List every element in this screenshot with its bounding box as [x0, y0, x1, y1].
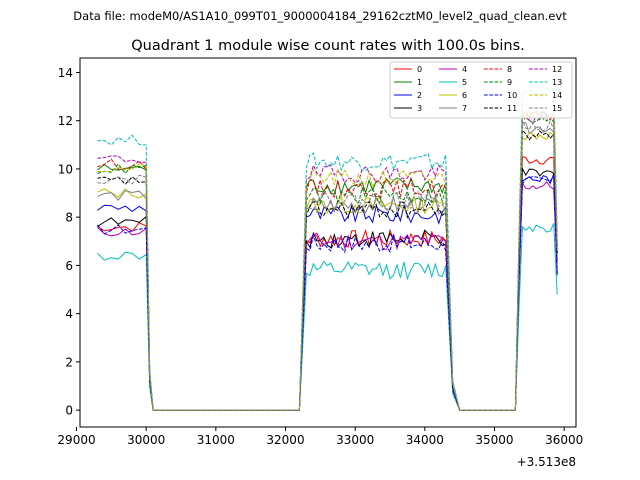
x-tick-label: 31000	[197, 433, 235, 447]
y-tick-label: 10	[58, 162, 73, 176]
legend-label-8: 8	[507, 65, 512, 74]
legend-label-4: 4	[462, 65, 467, 74]
legend-label-3: 3	[417, 104, 422, 113]
legend-label-1: 1	[417, 78, 422, 87]
axes-frame	[79, 57, 577, 428]
series-layer	[97, 86, 558, 411]
legend-label-0: 0	[417, 65, 422, 74]
legend-label-11: 11	[507, 104, 517, 113]
x-tick-label: 35000	[475, 433, 513, 447]
x-tick-label: 29000	[57, 433, 95, 447]
x-tick-label: 36000	[545, 433, 583, 447]
legend-label-15: 15	[552, 104, 562, 113]
legend-frame	[389, 61, 573, 119]
y-tick-label: 14	[58, 66, 73, 80]
y-tick-label: 8	[65, 211, 73, 225]
legend-label-2: 2	[417, 91, 422, 100]
y-tick-label: 0	[65, 404, 73, 418]
y-tick-label: 6	[65, 259, 73, 273]
legend-label-13: 13	[552, 78, 562, 87]
y-axis: 0 2 4 6 8 10 12 14	[58, 66, 80, 418]
legend-label-12: 12	[552, 65, 562, 74]
x-axis: 29000 30000 31000 32000 33000 34000 35000 36000	[57, 427, 583, 447]
suptitle-data-file: Data file: modeM0/AS1A10_099T01_90000041…	[73, 9, 567, 23]
x-tick-label: 34000	[406, 433, 444, 447]
legend-label-9: 9	[507, 78, 512, 87]
x-tick-label: 30000	[127, 433, 165, 447]
x-offset-label: +3.513e8	[517, 455, 576, 469]
series-line-15	[97, 119, 558, 411]
y-tick-label: 2	[65, 355, 73, 369]
legend-label-10: 10	[507, 91, 517, 100]
legend-label-7: 7	[462, 104, 467, 113]
legend-label-14: 14	[552, 91, 562, 100]
y-tick-label: 4	[65, 307, 73, 321]
y-tick-label: 12	[58, 114, 73, 128]
legend-label-5: 5	[462, 78, 467, 87]
x-tick-label: 33000	[336, 433, 374, 447]
x-tick-label: 32000	[266, 433, 304, 447]
chart-title: Quadrant 1 module wise count rates with …	[131, 38, 525, 54]
legend-label-6: 6	[462, 91, 467, 100]
